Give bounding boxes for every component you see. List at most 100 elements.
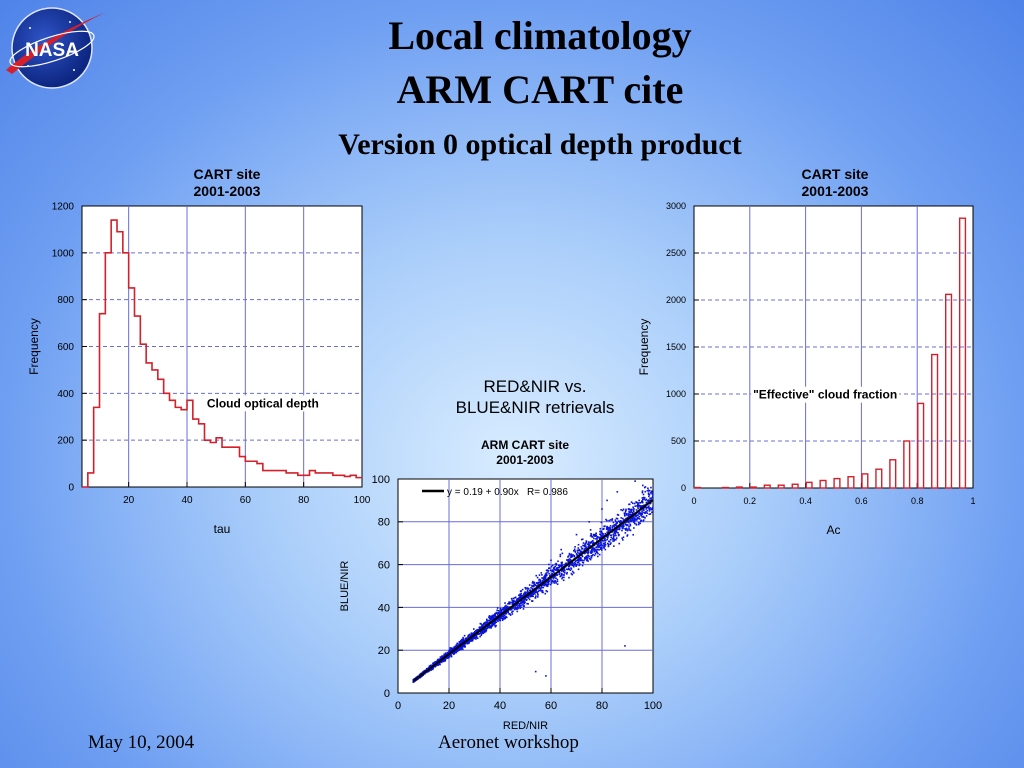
chart3-point (560, 563, 563, 565)
chart3-point (595, 538, 597, 540)
chart2-x-tick-label: 0 (691, 496, 696, 506)
chart3-point (468, 634, 470, 636)
chart2-bar (847, 476, 855, 489)
chart3-point (582, 542, 585, 544)
chart3-point (547, 571, 549, 573)
chart3-point (604, 543, 607, 546)
chart3-point (601, 535, 603, 538)
chart3-point (615, 529, 618, 531)
chart3-point (622, 539, 624, 541)
chart3-point (552, 575, 555, 578)
chart3-point (597, 541, 599, 544)
chart3-point (577, 543, 580, 546)
chart3-point (568, 559, 570, 562)
chart3-point (646, 512, 649, 514)
chart3-point (640, 513, 642, 516)
chart3-point (590, 540, 593, 543)
chart3-point (636, 505, 639, 508)
chart3-point (531, 588, 534, 590)
chart3-point (525, 588, 527, 590)
chart3-point (636, 518, 638, 521)
chart3-point (560, 574, 563, 576)
chart3-point (546, 584, 549, 586)
chart3-point (648, 489, 651, 492)
chart3-point (609, 527, 612, 529)
chart3-point (632, 519, 634, 522)
chart3-point (631, 511, 634, 514)
chart3-point (615, 538, 617, 541)
chart3-point (570, 554, 572, 556)
chart3-point (583, 552, 586, 555)
chart3-point (473, 635, 476, 638)
chart3-point (467, 635, 469, 638)
chart3-point (433, 662, 436, 664)
chart3-point (603, 547, 605, 549)
chart3-point (583, 559, 585, 562)
chart2-y-tick-label: 2500 (666, 248, 686, 258)
chart3-point (609, 525, 612, 527)
chart3-point (596, 551, 598, 554)
chart3-point (490, 616, 492, 619)
chart3-point (553, 572, 555, 574)
chart3-point (557, 566, 560, 569)
chart3-point (611, 526, 614, 529)
chart3-point (600, 521, 603, 524)
chart3-point (619, 521, 621, 524)
chart3-point (462, 645, 464, 647)
chart3-point (552, 569, 554, 571)
chart3-point (625, 514, 628, 516)
chart3-point (517, 606, 520, 609)
chart3-point (602, 533, 604, 535)
chart3-point (548, 563, 550, 566)
chart3-point (432, 668, 434, 671)
chart3-point (494, 613, 497, 616)
chart2-annotation: "Effective" cloud fraction (753, 388, 897, 402)
chart3-point (644, 486, 647, 488)
chart3-point (484, 621, 487, 624)
chart3-point (573, 555, 576, 558)
chart3-point (540, 585, 543, 587)
chart3-point (590, 532, 592, 535)
chart3-point (627, 513, 630, 515)
chart3-point (541, 589, 544, 592)
chart3-point (513, 608, 516, 611)
chart3-point (587, 543, 590, 546)
chart3-x-tick-label: 20 (443, 700, 455, 712)
chart3-point (521, 588, 524, 591)
chart3-point (633, 522, 636, 525)
chart3-point (450, 655, 453, 658)
chart3-point (558, 566, 561, 569)
chart3-point (526, 602, 528, 605)
chart3-point (638, 512, 640, 514)
chart3-x-tick-label: 60 (545, 700, 557, 712)
chart3-point (588, 542, 590, 545)
chart3-point (510, 601, 512, 604)
chart3-point (569, 556, 572, 558)
chart3-point (494, 621, 496, 623)
chart3-point (643, 511, 645, 514)
chart3-point (498, 617, 501, 619)
chart3-point (504, 617, 506, 620)
chart3-point (523, 602, 526, 605)
chart3-point (592, 533, 595, 536)
chart3-point (558, 572, 561, 574)
chart3-point (471, 632, 474, 635)
chart3-point (520, 601, 523, 603)
chart3-point (651, 495, 654, 497)
chart3-point (590, 548, 593, 551)
chart3-point (494, 625, 497, 628)
chart3-y-axis-label: BLUE/NIR (339, 561, 351, 612)
chart3-point (558, 565, 561, 567)
chart3-point (651, 508, 654, 510)
chart3-point (529, 589, 532, 591)
chart3-point (507, 611, 509, 613)
chart2-bar (903, 440, 911, 489)
chart3-point (580, 538, 583, 541)
chart3-point (520, 606, 522, 608)
chart3-point (638, 515, 640, 518)
chart3-point (641, 501, 644, 504)
chart3-point (463, 644, 465, 646)
chart3-point (631, 517, 634, 519)
chart3-point (649, 492, 652, 494)
chart3-point (651, 492, 653, 494)
